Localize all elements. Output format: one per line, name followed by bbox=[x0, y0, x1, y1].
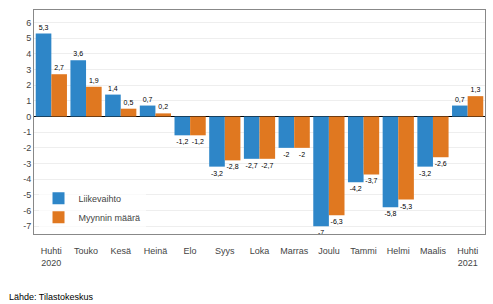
svg-text:Tammi: Tammi bbox=[350, 246, 377, 256]
svg-text:2,7: 2,7 bbox=[54, 64, 64, 71]
svg-text:5,3: 5,3 bbox=[39, 24, 49, 31]
svg-text:-2,6: -2,6 bbox=[435, 160, 447, 167]
svg-text:-4,2: -4,2 bbox=[350, 185, 362, 192]
svg-text:-2,7: -2,7 bbox=[246, 162, 258, 169]
svg-text:0,2: 0,2 bbox=[158, 103, 168, 110]
svg-text:-1: -1 bbox=[23, 127, 31, 137]
svg-text:Elo: Elo bbox=[184, 246, 197, 256]
svg-text:-2: -2 bbox=[23, 143, 31, 153]
svg-text:-1,2: -1,2 bbox=[192, 138, 204, 145]
svg-text:-5: -5 bbox=[23, 190, 31, 200]
svg-text:0,5: 0,5 bbox=[124, 99, 134, 106]
svg-text:Kesä: Kesä bbox=[110, 246, 131, 256]
svg-text:Loka: Loka bbox=[250, 246, 270, 256]
svg-text:Huhti2020: Huhti2020 bbox=[41, 246, 62, 268]
svg-text:Heinä: Heinä bbox=[144, 246, 168, 256]
svg-text:-6,3: -6,3 bbox=[331, 218, 343, 225]
svg-text:Marras: Marras bbox=[280, 246, 309, 256]
svg-text:0: 0 bbox=[26, 112, 31, 122]
svg-text:0,7: 0,7 bbox=[455, 96, 465, 103]
svg-text:-3,2: -3,2 bbox=[211, 170, 223, 177]
svg-text:-2: -2 bbox=[299, 151, 305, 158]
svg-text:4: 4 bbox=[26, 49, 31, 59]
svg-text:1,3: 1,3 bbox=[471, 86, 481, 93]
svg-text:0,7: 0,7 bbox=[143, 96, 153, 103]
svg-text:2: 2 bbox=[26, 80, 31, 90]
svg-text:5: 5 bbox=[26, 33, 31, 43]
svg-text:-3,7: -3,7 bbox=[365, 177, 377, 184]
svg-text:-2: -2 bbox=[283, 151, 289, 158]
svg-text:Syys: Syys bbox=[215, 246, 235, 256]
svg-text:-5,8: -5,8 bbox=[384, 210, 396, 217]
svg-text:-1,2: -1,2 bbox=[176, 138, 188, 145]
svg-text:Touko: Touko bbox=[74, 246, 98, 256]
svg-text:Lähde: Tilastokeskus: Lähde: Tilastokeskus bbox=[9, 292, 94, 302]
svg-text:3: 3 bbox=[26, 65, 31, 75]
svg-text:3,6: 3,6 bbox=[73, 50, 83, 57]
svg-text:Maalis: Maalis bbox=[420, 246, 447, 256]
svg-text:-3: -3 bbox=[23, 159, 31, 169]
svg-text:-3,2: -3,2 bbox=[419, 170, 431, 177]
svg-text:-7: -7 bbox=[318, 229, 324, 236]
svg-text:Joulu: Joulu bbox=[318, 246, 340, 256]
svg-text:-5,3: -5,3 bbox=[400, 203, 412, 210]
svg-text:Helmi: Helmi bbox=[387, 246, 410, 256]
svg-text:-7: -7 bbox=[23, 221, 31, 231]
svg-text:-6: -6 bbox=[23, 206, 31, 216]
svg-text:1: 1 bbox=[26, 96, 31, 106]
svg-text:-4: -4 bbox=[23, 174, 31, 184]
svg-text:Myynnin määrä: Myynnin määrä bbox=[79, 213, 141, 223]
svg-text:-2,8: -2,8 bbox=[227, 163, 239, 170]
svg-text:6: 6 bbox=[26, 18, 31, 28]
svg-text:Huhti2021: Huhti2021 bbox=[457, 246, 478, 268]
svg-text:-2,7: -2,7 bbox=[261, 162, 273, 169]
svg-text:1,4: 1,4 bbox=[108, 85, 118, 92]
svg-text:Liikevaihto: Liikevaihto bbox=[79, 194, 122, 204]
svg-text:1,9: 1,9 bbox=[89, 77, 99, 84]
